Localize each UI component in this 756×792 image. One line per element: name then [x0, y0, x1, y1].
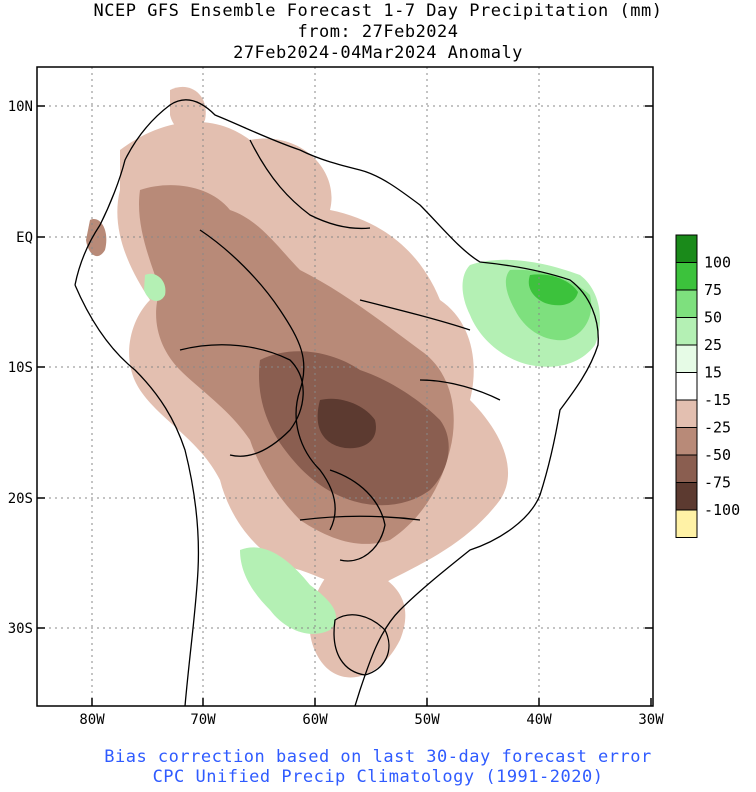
colorbar-swatch — [675, 509, 698, 538]
lon-label-40w: 40W — [526, 712, 552, 728]
lon-label-30w: 30W — [638, 712, 664, 728]
anomaly-region-darkest-dry — [317, 398, 376, 449]
colorbar-label: -50 — [704, 446, 731, 464]
climatology-note: CPC Unified Precip Climatology (1991-202… — [152, 767, 604, 787]
colorbar-swatch — [675, 454, 698, 483]
colorbar-label: 100 — [704, 254, 731, 272]
lat-label-30s: 30S — [8, 621, 33, 637]
pacific-coastline — [74, 284, 200, 706]
colorbar-swatch — [675, 262, 698, 291]
colorbar-label: 75 — [704, 281, 722, 299]
anomaly-region-wet-south — [240, 547, 337, 634]
brazil-western-border — [199, 229, 336, 531]
lon-label-70w: 70W — [190, 712, 216, 728]
colorbar-swatch — [675, 344, 698, 373]
anomaly-shading — [86, 86, 600, 678]
anomaly-region-wet-northeast-max — [528, 274, 578, 306]
anomaly-region-light-dry-2 — [309, 560, 406, 678]
south-america-coastline — [74, 99, 599, 706]
lon-label-50w: 50W — [414, 712, 440, 728]
colorbar-swatch — [675, 427, 698, 456]
lat-label-10n: 10N — [8, 99, 33, 115]
bolivia-border — [179, 344, 304, 457]
colorbar-swatch — [675, 372, 698, 401]
forecast-from-date: from: 27Feb2024 — [297, 22, 459, 42]
colorbar-swatch — [675, 399, 698, 428]
colorbar-label: -25 — [704, 419, 731, 437]
lat-label-20s: 20S — [8, 491, 33, 507]
colorbar-swatch — [675, 317, 698, 346]
lon-label-60w: 60W — [302, 712, 328, 728]
colorbar-label: 15 — [704, 364, 722, 382]
anomaly-period: 27Feb2024-04Mar2024 Anomaly — [233, 43, 523, 63]
lat-label-eq: EQ — [16, 230, 33, 246]
colorbar-legend: 100 75 50 25 15 -15 -25 -50 -75 -100 — [675, 234, 740, 538]
uruguay-border — [333, 614, 390, 676]
paraguay-border — [329, 469, 386, 562]
brazil-northern-border — [249, 139, 371, 230]
chart-title: NCEP GFS Ensemble Forecast 1-7 Day Preci… — [93, 1, 663, 21]
colorbar-label: -75 — [704, 474, 731, 492]
colorbar-label: 50 — [704, 309, 722, 327]
anomaly-region-light-dry-3 — [170, 86, 206, 133]
lat-label-10s: 10S — [8, 360, 33, 376]
internal-state-borders — [299, 299, 501, 521]
colorbar-label: 25 — [704, 336, 722, 354]
colorbar-swatch — [675, 482, 698, 511]
lon-label-80w: 80W — [79, 712, 105, 728]
anomaly-region-medium-dry-2 — [86, 219, 107, 257]
anomaly-region-wet-west — [144, 273, 166, 302]
coastlines-and-borders — [74, 99, 599, 706]
axis-ticks — [37, 105, 653, 706]
bias-correction-note: Bias correction based on last 30-day for… — [104, 747, 652, 767]
colorbar-label: -15 — [704, 391, 731, 409]
map-frame — [36, 66, 654, 707]
colorbar-swatch — [675, 234, 698, 263]
map-gridlines — [37, 67, 653, 706]
colorbar-label: -100 — [704, 501, 740, 519]
colorbar-swatch — [675, 289, 698, 318]
